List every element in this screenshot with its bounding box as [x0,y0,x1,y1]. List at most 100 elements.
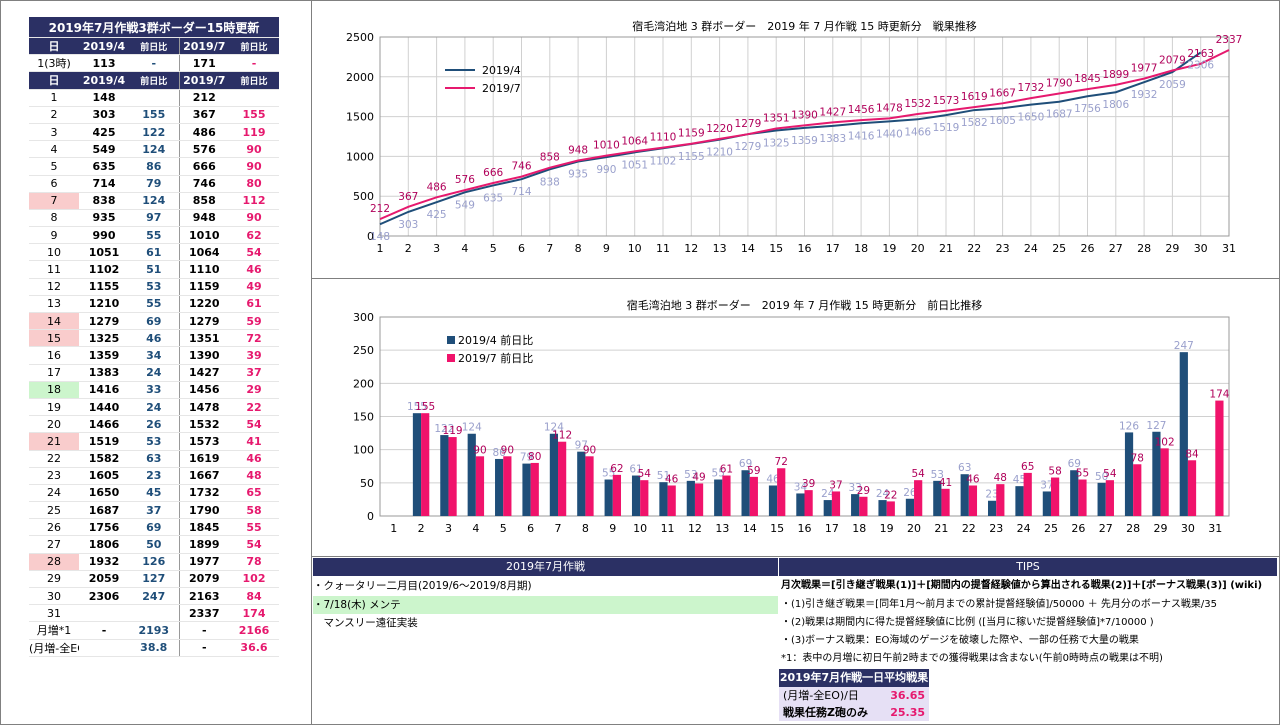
bar [448,437,457,516]
table-cell: 34 [129,346,180,365]
data-label: 1279 [735,118,762,130]
tips-line-5: *1：表中の月増に初日午前2時までの獲得戦果は含まない(午前0時時点の戦果は不明… [781,653,1163,664]
table-cell: 2193 [129,621,180,640]
y-tick-label: 50 [360,477,374,490]
table-row: 19 1440 24 1478 22 [29,398,279,417]
table-cell [129,604,180,623]
x-tick-label: 31 [1222,242,1236,255]
bar [859,496,868,516]
table-cell: 86 [129,157,180,176]
table-cell: 1532 [179,415,229,434]
table-row: 10 1051 61 1064 54 [29,243,279,262]
table-cell: 54 [229,243,279,262]
data-label: 1466 [904,126,931,138]
info-line-3: マンスリー遠征実装 [313,617,418,629]
table-cell: 19 [29,398,79,417]
table-row: 16 1359 34 1390 39 [29,346,279,365]
table-cell: 1977 [179,553,229,571]
table-cell: 155 [229,106,279,124]
bar [686,480,695,516]
table-cell: 1 [29,89,79,107]
series-line-2019/4 [379,51,1202,226]
x-tick-label: 27 [1099,522,1113,535]
data-label: 1605 [989,115,1016,127]
x-tick-label: 10 [628,242,642,255]
table-cell: 55 [129,226,180,245]
x-tick-label: 20 [911,242,925,255]
data-label: 90 [501,444,514,456]
table-cell: 1359 [79,346,129,365]
data-label: 838 [540,176,560,188]
table-cell: 21 [29,432,79,451]
data-label: 53 [684,469,697,481]
data-label: 155 [407,401,427,413]
table-cell: 18 [29,381,79,399]
data-label: 61 [629,464,642,476]
data-label: 174 [1209,389,1229,401]
data-label: 1582 [961,117,988,129]
bar [1160,448,1169,516]
table-cell: 日 [29,71,79,90]
table-cell: 48 [229,467,279,485]
table-cell: 1932 [79,553,129,571]
table-cell: 50 [129,535,180,554]
table-cell: 1650 [79,484,129,503]
bar [933,480,942,516]
x-tick-label: 16 [798,522,812,535]
bar [1179,352,1188,516]
x-tick-label: 13 [713,242,727,255]
data-label: 48 [994,472,1007,484]
data-label: 1427 [819,106,846,118]
table-cell: 78 [229,553,279,571]
x-tick-label: 7 [546,242,553,255]
data-label: 990 [596,164,616,176]
table-cell: 1440 [79,398,129,417]
table-cell: 1279 [79,312,129,331]
table-cell: 113 [79,54,129,73]
data-label: 1279 [735,141,762,153]
x-tick-label: 8 [575,242,582,255]
x-tick-label: 10 [633,522,647,535]
table-cell: 24 [29,484,79,503]
bar [412,413,422,516]
table-cell: 486 [179,123,229,142]
table-cell: 90 [229,157,279,176]
bar [631,475,641,516]
table-cell: 1159 [179,278,229,296]
bar [1215,400,1224,516]
data-label: 54 [1103,468,1117,480]
x-tick-label: 22 [967,242,981,255]
data-label: 425 [427,209,447,221]
table-cell: 41 [229,432,279,451]
table-cell: 102 [229,570,279,589]
data-label: 2059 [1159,79,1186,91]
table-cell: 53 [129,432,180,451]
bar [667,485,676,516]
table-cell: 90 [229,140,279,159]
bar [878,500,887,516]
data-label: 1220 [706,123,733,135]
tips-line-3: ・(2)戦果は期間内に得た提督経験値に比例 ([当月に稼いだ提督経験値]*7/1… [781,617,1154,628]
table-row: 29 2059 127 2079 102 [29,570,279,589]
table-row: 1(3時) 113-171- [29,54,279,73]
table-cell: 30 [29,587,79,606]
bar [467,433,476,516]
table-header-row: 日 2019/4 前日比 2019/7 前日比 [29,71,279,90]
table-cell: - [179,639,229,657]
x-tick-label: 26 [1071,522,1085,535]
y-tick-label: 100 [353,444,374,457]
table-cell: 62 [229,226,279,245]
bar [694,483,704,516]
data-label: 746 [511,161,531,173]
table-cell: 58 [229,501,279,520]
table-row: 14 1279 69 1279 59 [29,312,279,331]
data-label: 62 [610,463,623,475]
table-cell: 79 [129,175,180,193]
bar [530,462,539,516]
table-cell: 2059 [79,570,129,589]
table-cell: - [179,621,229,640]
table-cell: 2019/7 [179,37,229,56]
data-label: 124 [462,422,482,434]
x-tick-label: 6 [518,242,525,255]
data-label: 55 [1076,468,1089,480]
